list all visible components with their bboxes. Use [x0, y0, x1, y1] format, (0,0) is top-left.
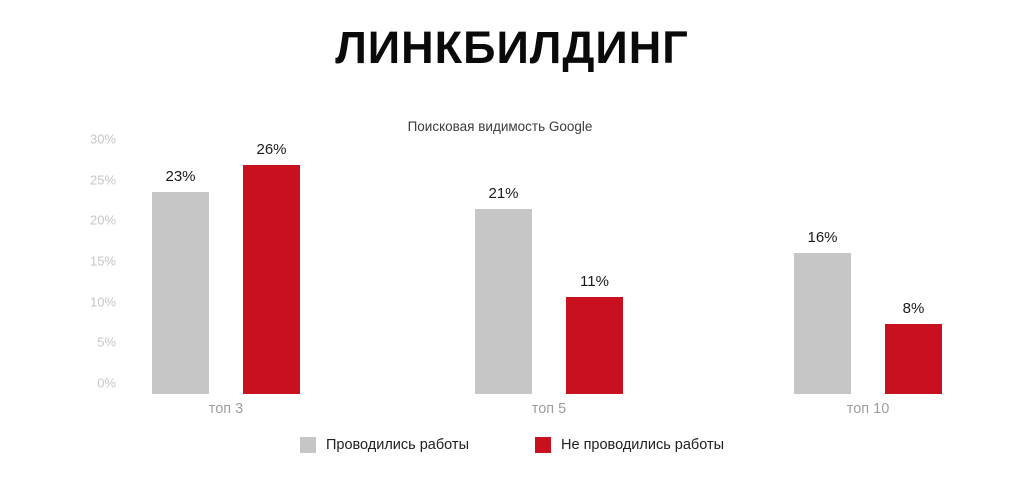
bar	[566, 297, 623, 394]
y-axis-tick-label: 25%	[89, 172, 116, 188]
bar-groups: 23% 26% топ 3 21% 11% топ 5 16% 8% топ 10	[130, 130, 942, 417]
y-axis-tick-label: 15%	[89, 253, 116, 269]
bar	[794, 253, 851, 394]
bar-group: 16% 8% топ 10	[794, 229, 942, 417]
bar-group: 21% 11% топ 5	[475, 185, 623, 417]
bar-column: 21%	[475, 185, 532, 394]
page-title: ЛИНКБИЛДИНГ	[335, 22, 689, 73]
legend-item: Проводились работы	[299, 437, 469, 453]
bar	[885, 323, 942, 394]
chart-title: Поисковая видимость Google	[407, 119, 593, 134]
y-axis-tick-label: 20%	[89, 212, 116, 228]
x-axis-category-label: топ 3	[208, 401, 244, 417]
legend-swatch	[535, 437, 551, 453]
bar-value-label: 21%	[488, 185, 519, 203]
bar-column: 23%	[152, 168, 209, 394]
x-axis-category-label: топ 5	[531, 401, 567, 417]
y-axis: 0% 5% 10% 15% 20% 25% 30%	[68, 132, 116, 391]
bar-column: 26%	[243, 141, 300, 394]
legend-label: Проводились работы	[325, 437, 469, 453]
bar	[243, 165, 300, 394]
bar-column: 11%	[566, 273, 623, 394]
legend-label: Не проводились работы	[561, 437, 725, 453]
bar-column: 16%	[794, 229, 851, 394]
legend-swatch	[299, 437, 316, 453]
bar-value-label: 26%	[256, 141, 287, 159]
bar-column: 8%	[885, 300, 942, 394]
y-axis-tick-label: 10%	[89, 294, 116, 310]
bar-value-label: 23%	[165, 167, 196, 185]
plot-area: 0% 5% 10% 15% 20% 25% 30% 23% 26% топ 3 21% 11% топ…	[90, 130, 942, 417]
y-axis-tick-label: 5%	[97, 334, 116, 350]
legend-item: Не проводились работы	[535, 437, 724, 453]
y-axis-tick-label: 30%	[89, 131, 116, 147]
bar	[152, 191, 209, 394]
bar-value-label: 16%	[807, 229, 838, 247]
bar-group: 23% 26% топ 3	[152, 141, 300, 417]
bar-value-label: 11%	[580, 273, 609, 291]
y-axis-tick-label: 0%	[97, 375, 116, 391]
x-axis-category-label: топ 10	[846, 401, 890, 417]
bar	[475, 209, 532, 394]
bar-value-label: 8%	[902, 299, 925, 317]
legend: Проводились работы Не проводились работы	[0, 437, 1024, 453]
